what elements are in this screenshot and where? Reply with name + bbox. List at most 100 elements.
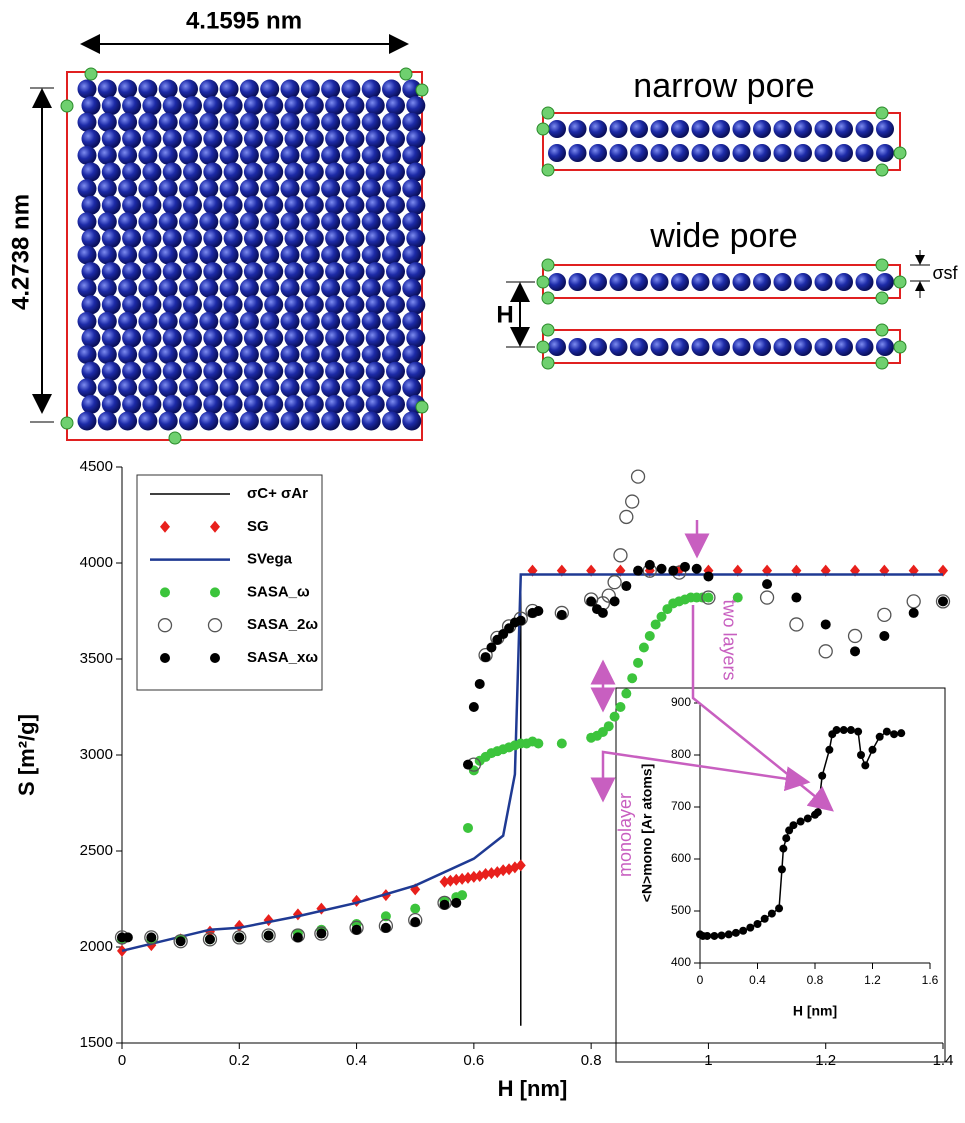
atom bbox=[366, 96, 385, 115]
atom bbox=[301, 246, 320, 265]
atom bbox=[264, 262, 283, 281]
atom bbox=[179, 412, 198, 431]
anchor-atom bbox=[400, 68, 412, 80]
atom bbox=[382, 246, 401, 265]
point bbox=[440, 900, 450, 910]
atom bbox=[794, 144, 812, 162]
atom bbox=[362, 212, 381, 231]
atom bbox=[610, 120, 628, 138]
atom bbox=[138, 212, 157, 231]
atom bbox=[366, 362, 385, 381]
atom bbox=[712, 273, 730, 291]
atom bbox=[305, 129, 324, 148]
point bbox=[381, 923, 391, 933]
atom bbox=[82, 163, 101, 182]
atom bbox=[142, 229, 161, 248]
atom bbox=[220, 378, 239, 397]
anchor-atom bbox=[876, 107, 888, 119]
atom bbox=[753, 120, 771, 138]
atom bbox=[362, 312, 381, 331]
atom bbox=[102, 262, 121, 281]
atom bbox=[301, 212, 320, 231]
point bbox=[610, 712, 620, 722]
point bbox=[703, 593, 713, 603]
atom bbox=[203, 329, 222, 348]
atom bbox=[82, 129, 101, 148]
atom bbox=[610, 273, 628, 291]
atom bbox=[362, 113, 381, 132]
anchor-atom bbox=[876, 259, 888, 271]
atom bbox=[142, 395, 161, 414]
legend-swatch bbox=[210, 587, 220, 597]
atom bbox=[179, 279, 198, 298]
atom bbox=[362, 345, 381, 364]
atom bbox=[118, 179, 137, 198]
atom bbox=[159, 412, 178, 431]
y-tick-label: 1500 bbox=[80, 1034, 113, 1051]
point bbox=[718, 931, 726, 939]
atom bbox=[321, 179, 340, 198]
y-tick-label: 600 bbox=[671, 851, 691, 865]
atom bbox=[548, 338, 566, 356]
atom bbox=[102, 163, 121, 182]
point bbox=[762, 579, 772, 589]
atom bbox=[240, 246, 259, 265]
point bbox=[909, 608, 919, 618]
point bbox=[761, 591, 774, 604]
atom bbox=[692, 144, 710, 162]
atom bbox=[220, 279, 239, 298]
atom bbox=[224, 295, 243, 314]
atom bbox=[406, 262, 425, 281]
atom bbox=[122, 295, 141, 314]
point bbox=[878, 608, 891, 621]
point bbox=[861, 761, 869, 769]
atom bbox=[301, 80, 320, 99]
y-axis-label: S [m²/g] bbox=[14, 714, 39, 796]
atom bbox=[321, 146, 340, 165]
atom bbox=[102, 362, 121, 381]
annotation: two layers bbox=[719, 599, 739, 680]
inset-frame bbox=[616, 688, 945, 1062]
atom bbox=[163, 295, 182, 314]
atom bbox=[260, 179, 279, 198]
y-tick-label: 4000 bbox=[80, 554, 113, 571]
atom bbox=[345, 163, 364, 182]
atom bbox=[382, 312, 401, 331]
atom bbox=[281, 378, 300, 397]
atom bbox=[82, 395, 101, 414]
atom bbox=[325, 163, 344, 182]
point bbox=[316, 929, 326, 939]
atom bbox=[264, 96, 283, 115]
point bbox=[768, 910, 776, 918]
point bbox=[533, 606, 543, 616]
atom bbox=[671, 120, 689, 138]
atom bbox=[548, 120, 566, 138]
atom bbox=[82, 362, 101, 381]
point bbox=[797, 818, 805, 826]
atom bbox=[345, 295, 364, 314]
point bbox=[703, 932, 711, 940]
atom bbox=[78, 80, 97, 99]
atom bbox=[366, 129, 385, 148]
atom bbox=[98, 345, 117, 364]
atom bbox=[325, 196, 344, 215]
atom bbox=[281, 80, 300, 99]
atom bbox=[183, 329, 202, 348]
atom bbox=[199, 80, 218, 99]
atom bbox=[692, 273, 710, 291]
point bbox=[657, 564, 667, 574]
atom bbox=[305, 96, 324, 115]
atom bbox=[733, 144, 751, 162]
x-tick-label: 0.4 bbox=[346, 1052, 367, 1069]
atom bbox=[82, 262, 101, 281]
atom bbox=[203, 295, 222, 314]
atom bbox=[589, 273, 607, 291]
atom bbox=[159, 345, 178, 364]
atom bbox=[325, 395, 344, 414]
atom bbox=[366, 262, 385, 281]
atom bbox=[122, 129, 141, 148]
point bbox=[869, 746, 877, 754]
atom bbox=[179, 80, 198, 99]
atom bbox=[163, 229, 182, 248]
atom bbox=[264, 362, 283, 381]
